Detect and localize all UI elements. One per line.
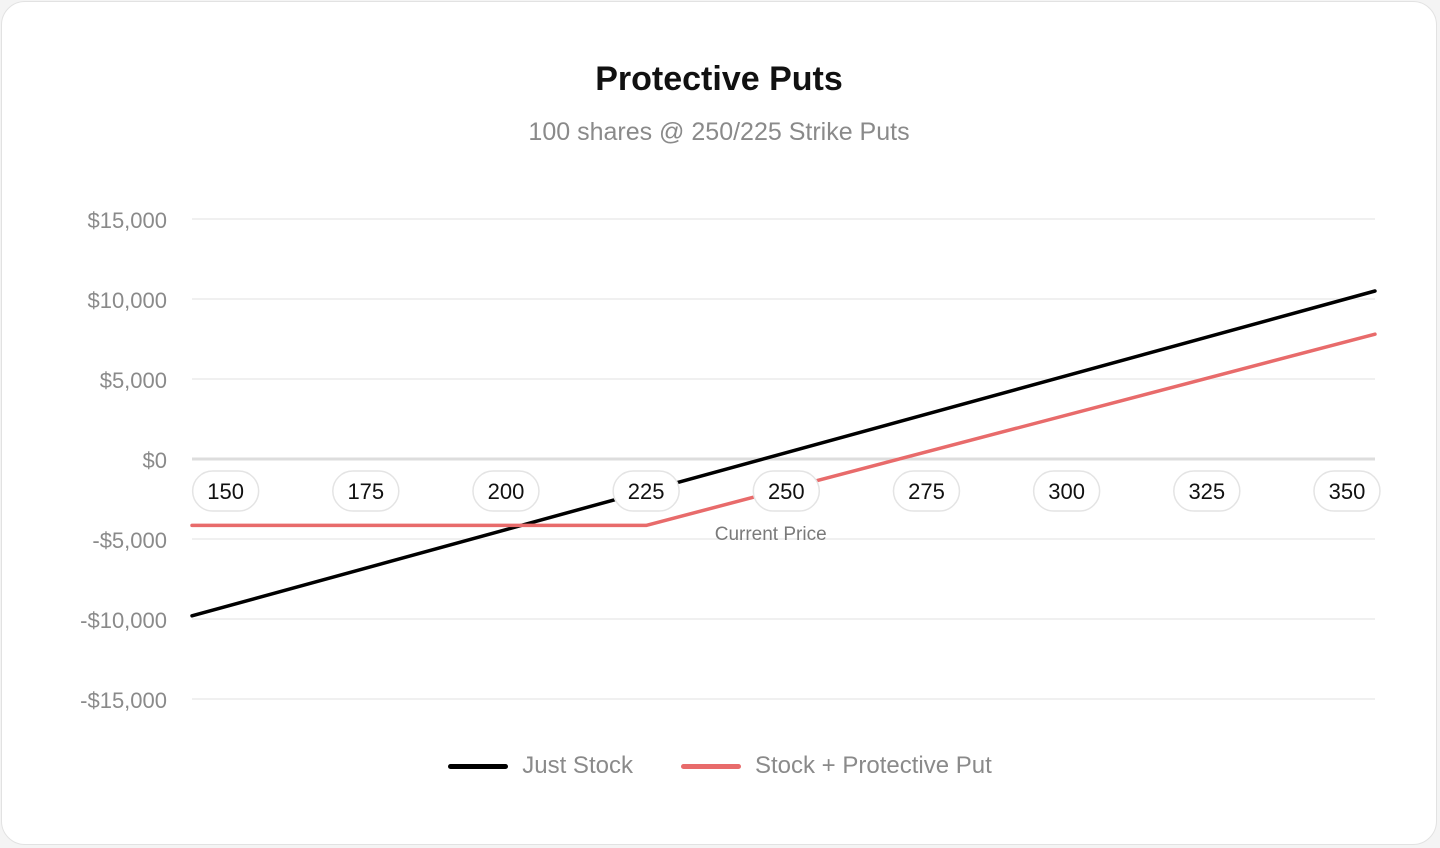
annotations: Current Price xyxy=(715,524,827,545)
x-tick-pill xyxy=(892,470,961,512)
x-tick-text: 300 xyxy=(1048,479,1085,504)
x-tick-pill xyxy=(1173,470,1241,512)
x-tick-text: 325 xyxy=(1188,479,1225,504)
y-tick-label: $10,000 xyxy=(87,288,167,313)
series-line-just-stock xyxy=(190,289,1377,618)
x-tick-pill xyxy=(1313,470,1381,512)
x-tick-pill xyxy=(191,470,260,512)
x-tick-pill xyxy=(752,470,821,512)
legend-swatch-stock-protective-put xyxy=(680,763,741,769)
x-tick-label: 275 xyxy=(892,470,961,512)
chart-title: Protective Puts xyxy=(595,60,843,98)
y-tick-label: $5,000 xyxy=(100,368,167,393)
grid-lines xyxy=(192,218,1375,700)
y-tick-label: $15,000 xyxy=(87,208,167,233)
series-lines xyxy=(190,289,1377,618)
x-tick-label: 325 xyxy=(1173,470,1241,512)
x-tick-label: 250 xyxy=(752,470,821,512)
x-tick-text: 350 xyxy=(1329,479,1366,504)
x-tick-label: 225 xyxy=(612,470,680,512)
legend-item-stock-protective-put[interactable]: Stock + Protective Put xyxy=(680,752,992,780)
y-axis-tick-labels: $15,000 $10,000 $5,000 $0 -$5,000 -$10,000 -$1… xyxy=(80,208,167,713)
y-tick-label: $0 xyxy=(143,448,167,473)
x-tick-label: 300 xyxy=(1032,470,1101,512)
x-tick-text: 150 xyxy=(207,479,244,504)
x-tick-text: 250 xyxy=(768,479,805,504)
x-tick-label: 200 xyxy=(472,470,540,512)
x-tick-text: 275 xyxy=(908,479,945,504)
legend-item-just-stock[interactable]: Just Stock xyxy=(448,752,633,780)
legend-label-just-stock: Just Stock xyxy=(522,752,633,779)
x-tick-pill xyxy=(472,470,540,512)
x-tick-pill xyxy=(1032,470,1101,512)
x-tick-label: 175 xyxy=(332,470,400,512)
x-tick-text: 175 xyxy=(347,479,384,504)
x-tick-label: 150 xyxy=(191,470,260,512)
y-tick-label: -$5,000 xyxy=(92,528,167,553)
chart-subtitle: 100 shares @ 250/225 Strike Puts xyxy=(528,118,910,146)
x-tick-pill xyxy=(332,470,400,512)
y-tick-label: -$15,000 xyxy=(80,688,167,713)
series-line-stock-protective-put xyxy=(190,332,1377,528)
current-price-annotation: Current Price xyxy=(715,524,827,545)
legend-swatch-just-stock xyxy=(448,763,509,769)
y-tick-label: -$10,000 xyxy=(80,608,167,633)
x-tick-text: 200 xyxy=(488,479,525,504)
x-tick-pill xyxy=(612,470,680,512)
x-axis-tick-labels: 150 175 200 225 250 275 300 325 350 xyxy=(191,470,1381,512)
x-tick-text: 225 xyxy=(628,479,665,504)
legend-label-stock-protective-put: Stock + Protective Put xyxy=(754,752,992,779)
legend: Just Stock Stock + Protective Put xyxy=(0,752,1440,780)
x-tick-label: 350 xyxy=(1313,470,1381,512)
